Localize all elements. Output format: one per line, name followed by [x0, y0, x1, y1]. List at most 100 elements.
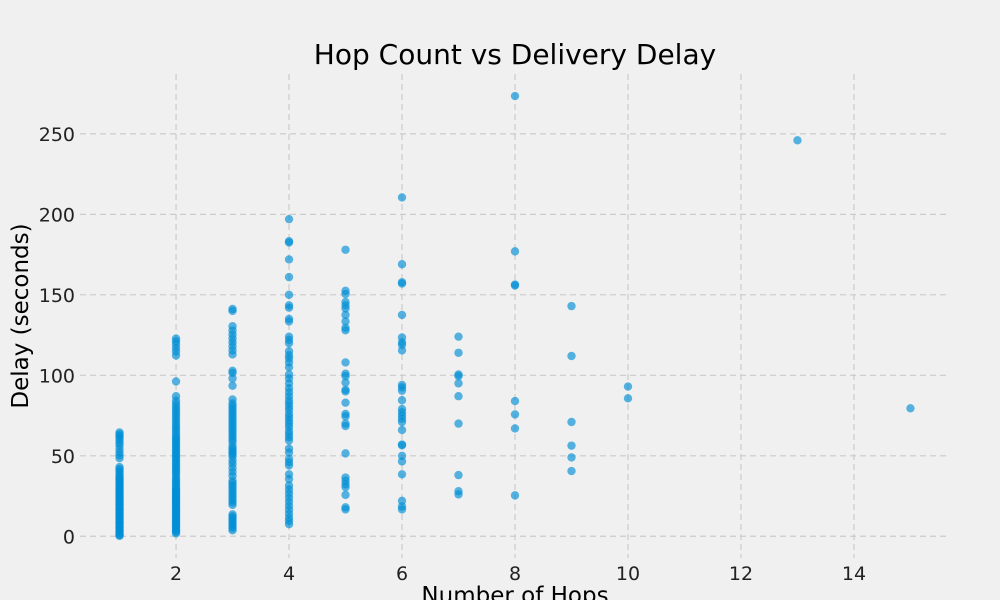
data-point	[284, 481, 294, 490]
data-point	[284, 214, 294, 224]
plot-area	[80, 74, 950, 558]
data-point	[341, 398, 350, 407]
y-tick-label: 50	[51, 446, 75, 468]
data-point	[454, 348, 463, 357]
y-tick-label: 250	[39, 124, 75, 146]
x-tick-label: 14	[842, 563, 866, 585]
data-point	[284, 370, 294, 379]
data-point	[284, 470, 294, 479]
data-point	[341, 317, 350, 326]
data-point	[397, 470, 407, 479]
data-point	[510, 280, 520, 289]
data-point	[397, 425, 407, 435]
data-point	[341, 385, 350, 394]
data-point	[454, 379, 463, 388]
data-point	[793, 136, 802, 145]
data-point	[171, 392, 181, 401]
data-point	[341, 409, 350, 419]
data-point	[228, 510, 237, 519]
y-tick-label: 0	[63, 526, 75, 548]
data-point	[228, 381, 237, 390]
data-point	[397, 260, 407, 269]
data-point	[341, 473, 350, 482]
x-tick-label: 8	[509, 563, 521, 585]
data-point	[454, 487, 463, 496]
data-points	[115, 91, 915, 541]
data-point	[341, 449, 350, 458]
data-point	[567, 453, 576, 462]
data-point	[341, 323, 350, 333]
data-point	[454, 392, 463, 401]
data-point	[171, 377, 181, 386]
data-point	[341, 358, 350, 367]
data-point	[397, 333, 407, 342]
data-point	[228, 322, 237, 331]
data-point	[567, 466, 576, 476]
data-point	[284, 346, 294, 356]
data-point	[228, 395, 237, 404]
data-point	[284, 272, 294, 282]
data-point	[397, 496, 407, 506]
data-point	[284, 444, 294, 453]
y-axis-label: Delay (seconds)	[8, 223, 34, 408]
data-point	[284, 301, 294, 310]
data-point	[284, 314, 294, 324]
x-tick-label: 6	[396, 563, 408, 585]
data-point	[510, 491, 520, 500]
data-point	[906, 404, 915, 413]
data-point	[228, 366, 237, 376]
data-point	[567, 351, 576, 361]
data-point	[341, 245, 350, 254]
data-point	[284, 255, 294, 264]
data-point	[284, 237, 294, 246]
data-point	[284, 290, 294, 300]
data-point	[171, 334, 181, 343]
data-point	[510, 410, 520, 419]
data-point	[341, 419, 350, 428]
grid-lines	[80, 74, 950, 558]
data-point	[341, 286, 350, 296]
data-point	[623, 382, 633, 391]
data-point	[341, 297, 350, 307]
data-point	[341, 369, 350, 378]
data-point	[510, 396, 520, 406]
data-point	[341, 378, 350, 387]
data-point	[284, 332, 294, 341]
data-point	[341, 310, 350, 320]
data-point	[454, 332, 463, 341]
data-point	[454, 470, 463, 480]
chart-title: Hop Count vs Delivery Delay	[314, 38, 716, 71]
data-point	[454, 370, 463, 379]
data-point	[115, 462, 124, 472]
data-point	[567, 441, 576, 450]
data-point	[397, 380, 407, 390]
x-tick-label: 4	[283, 563, 295, 585]
data-point	[397, 440, 407, 449]
data-point	[397, 396, 407, 405]
data-point	[397, 310, 407, 320]
data-point	[284, 454, 294, 464]
data-point	[454, 419, 463, 428]
data-point	[510, 91, 520, 101]
data-point	[341, 490, 350, 500]
x-tick-label: 12	[729, 563, 753, 585]
data-point	[397, 451, 407, 460]
x-tick-label: 10	[616, 563, 640, 585]
data-point	[623, 394, 633, 403]
y-tick-label: 200	[39, 204, 75, 226]
tick-labels: 0 50 100 150 200 250 2 4 6 8 10 12 14	[39, 124, 866, 585]
data-point	[397, 193, 407, 202]
data-point	[510, 424, 520, 433]
x-axis-label: Number of Hops	[421, 585, 609, 600]
y-tick-label: 150	[39, 285, 75, 307]
data-point	[510, 247, 520, 256]
data-point	[397, 278, 407, 287]
data-point	[397, 404, 407, 414]
data-point	[341, 503, 350, 512]
data-point	[567, 417, 576, 427]
data-point	[567, 301, 576, 311]
y-tick-label: 100	[39, 365, 75, 387]
data-point	[228, 304, 237, 314]
